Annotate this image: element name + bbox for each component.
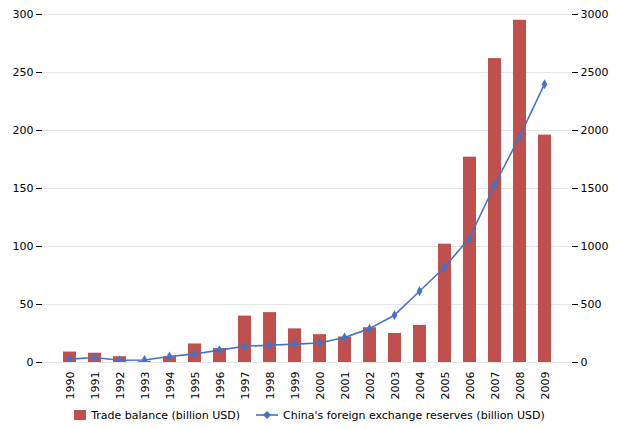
- svg-text:100: 100: [13, 240, 34, 253]
- svg-text:2007: 2007: [489, 372, 502, 400]
- svg-text:1998: 1998: [264, 372, 277, 400]
- svg-text:1995: 1995: [189, 372, 202, 400]
- svg-text:1993: 1993: [139, 372, 152, 400]
- svg-text:2000: 2000: [581, 124, 609, 137]
- svg-text:50: 50: [20, 298, 34, 311]
- svg-text:1000: 1000: [581, 240, 609, 253]
- svg-text:3000: 3000: [581, 8, 609, 21]
- html-text:Trade balance (billion USD): Trade balance (billion USD): [91, 408, 241, 422]
- svg-text:500: 500: [581, 298, 602, 311]
- svg-text:2006: 2006: [464, 372, 477, 400]
- svg-text:1994: 1994: [164, 372, 177, 400]
- svg-text:2001: 2001: [339, 372, 352, 400]
- svg-text:1996: 1996: [214, 372, 227, 400]
- svg-text:2002: 2002: [364, 372, 377, 400]
- svg-text:2005: 2005: [439, 372, 452, 400]
- svg-text:1990: 1990: [64, 372, 77, 400]
- svg-text:1999: 1999: [289, 372, 302, 400]
- html-text:China's foreign exchange reser: China's foreign exchange reserves (billi…: [283, 408, 545, 422]
- svg-text:200: 200: [13, 124, 34, 137]
- svg-text:2000: 2000: [314, 372, 327, 400]
- svg-text:0: 0: [27, 356, 34, 369]
- svg-text:1500: 1500: [581, 182, 609, 195]
- svg-text:150: 150: [13, 182, 34, 195]
- svg-text:0: 0: [581, 356, 588, 369]
- svg-text:250: 250: [13, 66, 34, 79]
- svg-text:2009: 2009: [539, 372, 552, 400]
- svg-text:2500: 2500: [581, 66, 609, 79]
- svg-text:300: 300: [13, 8, 34, 21]
- svg-text:1997: 1997: [239, 372, 252, 400]
- svg-text:2004: 2004: [414, 372, 427, 400]
- svg-text:2003: 2003: [389, 372, 402, 400]
- svg-text:1991: 1991: [89, 372, 102, 400]
- svg-text:2008: 2008: [514, 372, 527, 400]
- svg-text:1992: 1992: [114, 372, 127, 400]
